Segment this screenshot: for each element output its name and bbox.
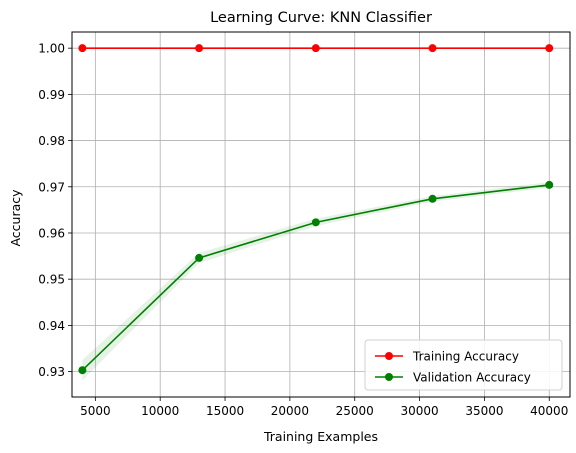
point-series-2 bbox=[428, 194, 437, 203]
x-tick-label: 5000 bbox=[80, 404, 111, 418]
y-tick-label: 0.98 bbox=[38, 134, 65, 148]
point-series-1 bbox=[311, 44, 320, 53]
x-axis-label: Training Examples bbox=[263, 429, 378, 444]
point-series-2 bbox=[545, 180, 554, 189]
point-series-1 bbox=[195, 44, 204, 53]
point-series-1 bbox=[545, 44, 554, 53]
y-tick-label: 0.96 bbox=[38, 226, 65, 240]
legend-box bbox=[364, 339, 563, 391]
point-series-2 bbox=[195, 253, 204, 262]
legend-label-1: Training Accuracy bbox=[412, 350, 519, 364]
legend-marker-1 bbox=[385, 352, 393, 360]
chart-title: Learning Curve: KNN Classifier bbox=[210, 10, 432, 26]
y-axis-ticks: 0.93 0.94 0.95 0.96 0.97 0.98 0.99 1.00 bbox=[38, 42, 72, 379]
x-tick-label: 30000 bbox=[400, 404, 438, 418]
y-tick-label: 1.00 bbox=[38, 42, 65, 56]
x-tick-label: 15000 bbox=[206, 404, 244, 418]
x-axis-ticks: 5000 10000 15000 20000 25000 30000 35000 40000 bbox=[80, 397, 568, 418]
x-tick-label: 40000 bbox=[530, 404, 568, 418]
legend-label-2: Validation Accuracy bbox=[413, 371, 531, 385]
point-series-2 bbox=[311, 218, 320, 227]
y-tick-label: 0.93 bbox=[38, 365, 65, 379]
legend: Training Accuracy Validation Accuracy bbox=[364, 339, 563, 391]
x-tick-label: 20000 bbox=[271, 404, 309, 418]
x-tick-label: 35000 bbox=[465, 404, 503, 418]
x-tick-label: 25000 bbox=[336, 404, 374, 418]
y-tick-label: 0.95 bbox=[38, 273, 65, 287]
confidence-bands bbox=[82, 182, 550, 381]
series-layer bbox=[78, 44, 554, 375]
legend-marker-2 bbox=[385, 373, 393, 381]
y-axis-label: Accuracy bbox=[8, 189, 23, 247]
plot-frame bbox=[71, 31, 571, 398]
y-tick-label: 0.97 bbox=[38, 180, 65, 194]
point-series-1 bbox=[428, 44, 437, 53]
point-series-2 bbox=[78, 366, 87, 375]
x-tick-label: 10000 bbox=[141, 404, 179, 418]
point-series-1 bbox=[78, 44, 87, 53]
y-tick-label: 0.99 bbox=[38, 88, 65, 102]
y-tick-label: 0.94 bbox=[38, 319, 65, 333]
